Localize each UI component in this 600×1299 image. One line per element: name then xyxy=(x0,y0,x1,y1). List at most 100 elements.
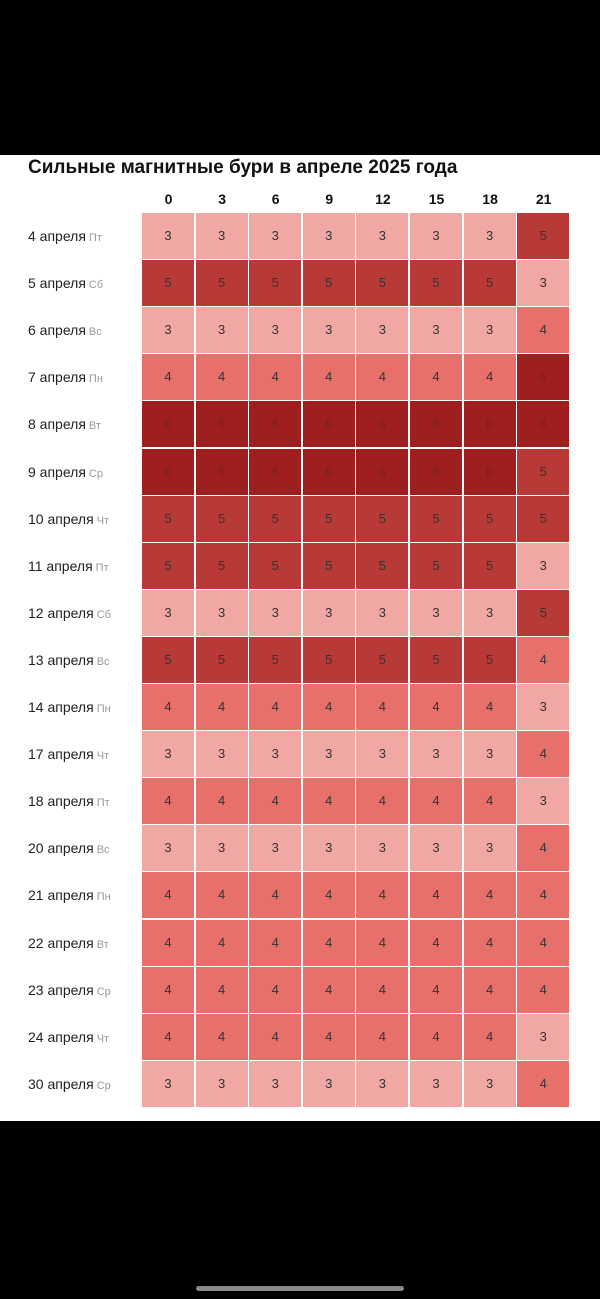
heatmap-cell: 4 xyxy=(517,825,570,872)
heatmap-cell: 4 xyxy=(463,966,516,1013)
heatmap-cell: 3 xyxy=(410,825,462,872)
row-label: 17 апреля Чт xyxy=(28,731,109,778)
heatmap-cell: 5 xyxy=(142,542,194,589)
row-date: 7 апреля xyxy=(28,369,86,386)
row-label: 23 апреля Ср xyxy=(28,967,111,1014)
row-label: 11 апреля Пт xyxy=(28,543,109,590)
heatmap-cell: 4 xyxy=(410,966,462,1013)
heatmap-cell: 3 xyxy=(302,825,355,872)
heatmap-cell: 4 xyxy=(517,731,570,778)
heatmap-cell: 4 xyxy=(249,778,302,825)
heatmap-cell: 4 xyxy=(249,966,302,1013)
row-label: 21 апреля Пн xyxy=(28,872,111,919)
row-weekday: Пн xyxy=(96,703,111,715)
heatmap-cell: 4 xyxy=(463,354,516,401)
heatmap-cell: 4 xyxy=(410,872,462,919)
heatmap-cell: 4 xyxy=(249,684,302,730)
heatmap-cell: 4 xyxy=(517,1060,570,1107)
row-weekday: Сб xyxy=(96,608,111,621)
row-date: 8 апреля xyxy=(28,416,86,433)
column-header: 3 xyxy=(218,191,226,207)
heatmap-cell: 3 xyxy=(410,1060,462,1107)
row-label: 30 апреля Ср xyxy=(28,1061,111,1108)
heatmap-cell: 4 xyxy=(195,778,248,825)
heatmap-cell: 4 xyxy=(463,872,516,919)
heatmap-cell: 5 xyxy=(356,495,409,542)
heatmap-cell: 4 xyxy=(463,919,516,966)
heatmap-cell: 3 xyxy=(302,213,355,259)
heatmap-cell: 4 xyxy=(302,919,355,966)
heatmap-cell: 4 xyxy=(463,778,516,825)
row-date: 14 апреля xyxy=(28,699,94,715)
heatmap-cell: 5 xyxy=(463,260,516,307)
heatmap-cell: 3 xyxy=(249,307,302,354)
heatmap-cell: 3 xyxy=(142,589,194,636)
heatmap-cell: 4 xyxy=(249,872,302,919)
heatmap-cell: 6 xyxy=(142,448,194,495)
heatmap-cell: 4 xyxy=(249,354,302,401)
heatmap-cell: 5 xyxy=(195,542,248,589)
heatmap-cell: 5 xyxy=(249,260,302,307)
heatmap-cell: 3 xyxy=(249,731,302,778)
row-date: 9 апреля xyxy=(28,463,86,480)
heatmap-cell: 5 xyxy=(517,589,570,636)
heatmap-cell: 5 xyxy=(463,495,516,542)
heatmap-cell: 3 xyxy=(517,684,570,730)
row-label: 10 апреля Чт xyxy=(28,496,109,543)
row-label: 14 апреля Пн xyxy=(28,684,111,731)
row-weekday: Пт xyxy=(96,797,110,810)
heatmap-cell: 4 xyxy=(195,872,248,919)
heatmap-cell: 3 xyxy=(142,213,194,259)
heatmap-cell: 6 xyxy=(410,401,462,448)
heatmap-cell: 3 xyxy=(356,213,409,259)
row-date: 5 апреля xyxy=(28,275,86,292)
heatmap-cell: 3 xyxy=(463,213,516,259)
home-indicator[interactable] xyxy=(196,1286,404,1291)
heatmap-cell: 5 xyxy=(517,448,570,495)
heatmap-cell: 3 xyxy=(302,1060,355,1107)
column-header: 6 xyxy=(271,191,280,207)
heatmap-cell: 4 xyxy=(302,354,355,401)
row-weekday: Пн xyxy=(88,373,103,386)
heatmap-cell: 3 xyxy=(195,731,248,778)
column-header: 12 xyxy=(375,191,391,207)
heatmap-cell: 6 xyxy=(142,401,194,448)
heatmap-panel: Сильные магнитные бури в апреле 2025 год… xyxy=(0,155,600,1121)
heatmap-cell: 3 xyxy=(463,307,516,354)
heatmap-cell: 5 xyxy=(410,636,462,683)
column-header: 9 xyxy=(325,191,334,207)
row-label: 18 апреля Пт xyxy=(28,778,110,825)
heatmap-cell: 4 xyxy=(410,354,462,401)
row-weekday: Чт xyxy=(96,750,110,763)
row-weekday: Вс xyxy=(96,844,110,857)
heatmap-cell: 4 xyxy=(302,684,355,730)
heatmap-cell: 6 xyxy=(195,401,248,448)
heatmap-cell: 3 xyxy=(195,213,248,259)
heatmap-cell: 5 xyxy=(302,636,355,683)
heatmap-cell: 3 xyxy=(410,213,462,259)
heatmap-cell: 3 xyxy=(517,1013,570,1060)
heatmap-cell: 4 xyxy=(142,919,194,966)
heatmap-cell: 6 xyxy=(302,448,355,495)
heatmap-cell: 4 xyxy=(356,966,409,1013)
heatmap-cell: 6 xyxy=(249,401,302,448)
row-date: 30 апреля xyxy=(28,1075,94,1092)
row-date: 23 апреля xyxy=(28,981,94,998)
row-label: 8 апреля Вт xyxy=(28,401,101,448)
heatmap-cell: 4 xyxy=(142,966,194,1013)
heatmap-cell: 4 xyxy=(517,966,570,1013)
heatmap-cell: 3 xyxy=(249,1060,302,1107)
heatmap-cell: 4 xyxy=(195,354,248,401)
heatmap-cell: 6 xyxy=(356,401,409,448)
heatmap-cell: 3 xyxy=(249,589,302,636)
heatmap-cell: 3 xyxy=(142,825,194,872)
heatmap-cell: 5 xyxy=(302,495,355,542)
heatmap-cell: 4 xyxy=(463,684,516,730)
heatmap-cell: 4 xyxy=(142,1013,194,1060)
heatmap-cell: 5 xyxy=(142,636,194,683)
heatmap-cell: 3 xyxy=(302,307,355,354)
heatmap-cell: 6 xyxy=(302,401,355,448)
row-label: 7 апреля Пн xyxy=(28,354,103,401)
heatmap-cell: 5 xyxy=(195,495,248,542)
row-weekday: Ср xyxy=(96,985,111,998)
